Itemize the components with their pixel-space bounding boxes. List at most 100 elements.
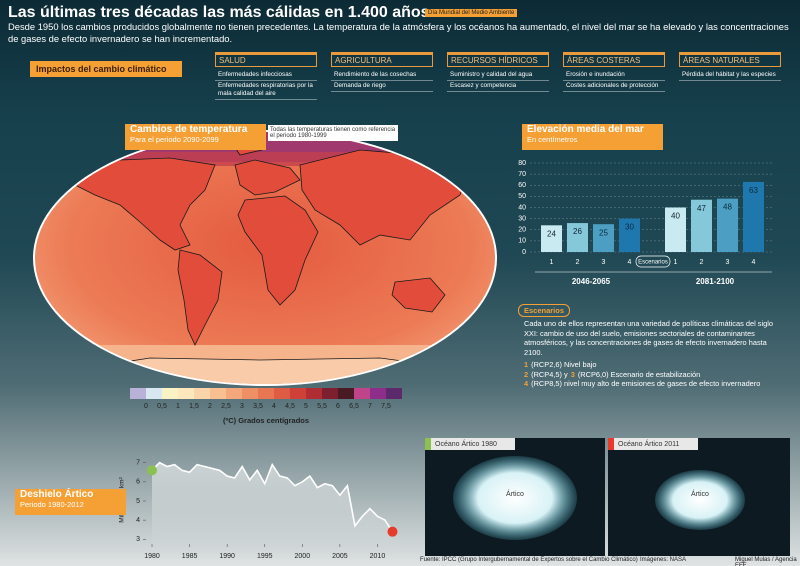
- x-tick-label: 1: [674, 259, 678, 266]
- chart-subtitle: En centímetros: [527, 135, 578, 144]
- scenario-text: (RCP2,6) Nivel bajo: [531, 360, 597, 369]
- tick-label: 1: [176, 403, 180, 410]
- x-tick-label: 2: [576, 259, 580, 266]
- scenario-item: 2 (RCP4,5) y 3 (RCP6,0) Escenario de estabi…: [524, 370, 794, 380]
- line: [151, 461, 394, 533]
- group-label: 2081-2100: [696, 277, 735, 286]
- y-tick-label: 7: [136, 460, 140, 467]
- scenario-number: 1: [524, 360, 529, 369]
- color-swatch: [130, 388, 146, 399]
- color-swatch: [194, 388, 210, 399]
- continents: [59, 134, 471, 384]
- panel-label: Ártico: [691, 489, 709, 498]
- badge: Día Mundial del Medio Ambiente: [425, 9, 518, 17]
- x-tick-label: 4: [752, 259, 756, 266]
- value-label: 47: [697, 204, 706, 213]
- x-tick-label: 2005: [332, 553, 348, 560]
- bar: [665, 207, 686, 252]
- x-tick-label: 2: [700, 259, 704, 266]
- color-swatch: [322, 388, 338, 399]
- y-tick-label: 4: [136, 517, 140, 524]
- impact-item: Erosión e inundación: [563, 70, 665, 81]
- scenario-number: 2: [524, 369, 529, 379]
- impact-column: AGRICULTURA Rendimiento de las cosechas De…: [331, 52, 433, 92]
- y-tick-label: 70: [518, 171, 526, 178]
- scenario-text: (RCP4,5) y: [531, 369, 568, 379]
- x-tick-label: 1990: [219, 553, 235, 560]
- impact-item: Escasez y competencia: [447, 81, 549, 92]
- chart-subtitle: Periodo 1980-2012: [20, 500, 84, 509]
- impact-item: Costes adicionales de protección: [563, 81, 665, 92]
- tick-label: 2,5: [221, 403, 231, 410]
- credit: Miguel Mulas / Agencia EFE: [735, 557, 797, 566]
- tick-label: 5: [304, 403, 308, 410]
- scenarios-heading: Escenarios: [518, 304, 571, 317]
- bar: [567, 223, 588, 252]
- group-label: 2046-2065: [572, 277, 611, 286]
- tick-label: 6: [336, 403, 340, 410]
- x-tick-label: 2000: [295, 553, 311, 560]
- panel-marker: [425, 438, 431, 450]
- end-point: [387, 526, 398, 537]
- impact-item: Enfermedades respiratorias por la mala c…: [215, 81, 317, 100]
- y-tick-label: 40: [518, 204, 526, 211]
- panel-tab: [608, 438, 698, 450]
- tick-label: 0,5: [157, 403, 167, 410]
- value-label: 40: [671, 212, 680, 221]
- title-box: Cambios de temperatura Para el periodo 20…: [125, 124, 266, 150]
- impact-title: ÁREAS NATURALES: [679, 52, 781, 67]
- tick-label: 6,5: [349, 403, 359, 410]
- x-axis-label: Escenarios: [638, 260, 668, 266]
- impact-item: Rendimiento de las cosechas: [331, 70, 433, 81]
- scenario-number: 4: [524, 379, 529, 388]
- intro: Desde 1950 los cambios producidos global…: [8, 21, 789, 44]
- x-tick-label: 1995: [257, 553, 273, 560]
- note: Todas las temperaturas tienen como refer…: [268, 125, 398, 141]
- image-credit: Imágenes: NASA: [640, 557, 687, 563]
- title-box: Deshielo Ártico Periodo 1980-2012: [15, 489, 126, 515]
- tick-label: 3,5: [253, 403, 263, 410]
- panel-title: Océano Ártico 2011: [618, 439, 679, 448]
- color-swatch: [274, 388, 290, 399]
- value-label: 25: [599, 228, 608, 237]
- x-tick-label: 2010: [370, 553, 386, 560]
- bar: [541, 225, 562, 252]
- tick-label: 4,5: [285, 403, 295, 410]
- impact-column: ÁREAS COSTERAS Erosión e inundación Costes…: [563, 52, 665, 92]
- scenario-number: 3: [570, 369, 575, 379]
- ice-extent: [453, 456, 577, 540]
- impact-title: RECURSOS HÍDRICOS: [447, 52, 549, 67]
- y-tick-label: 6: [136, 479, 140, 486]
- bar: [619, 218, 640, 252]
- bar: [743, 181, 764, 252]
- x-tick-label: 1985: [182, 553, 198, 560]
- tick-label: 0: [144, 403, 148, 410]
- panel-title: Océano Ártico 1980: [435, 439, 497, 448]
- color-swatch: [258, 388, 274, 399]
- tick-label: 4: [272, 403, 276, 410]
- color-swatch: [306, 388, 322, 399]
- scenario-item: 1 (RCP2,6) Nivel bajo: [524, 360, 794, 370]
- color-swatch: [338, 388, 354, 399]
- impacts-label: Impactos del cambio climático: [30, 61, 182, 77]
- chart-title: Elevación media del mar: [527, 124, 644, 135]
- title: Las últimas tres décadas las más cálidas…: [8, 4, 430, 21]
- bar: [593, 224, 614, 252]
- value-label: 26: [573, 227, 582, 236]
- scenario-text: (RCP6,0) Escenario de estabilización: [577, 369, 701, 379]
- axis-label: (ºC) Grados centígrados: [223, 416, 309, 425]
- area: [152, 462, 393, 547]
- y-tick-label: 80: [518, 160, 526, 167]
- source: Fuente: IPCC (Grupo Intergubernamental d…: [420, 557, 638, 563]
- tick-label: 7,5: [381, 403, 391, 410]
- panel-marker: [608, 438, 614, 450]
- tick-label: 3: [240, 403, 244, 410]
- color-swatch: [370, 388, 386, 399]
- value-label: 30: [625, 223, 634, 232]
- scenario-list: 1 (RCP2,6) Nivel bajo 2 (RCP4,5) y 3 (RCP6,0)…: [524, 360, 794, 389]
- color-swatch: [178, 388, 194, 399]
- start-point: [147, 465, 158, 476]
- value-label: 63: [749, 186, 758, 195]
